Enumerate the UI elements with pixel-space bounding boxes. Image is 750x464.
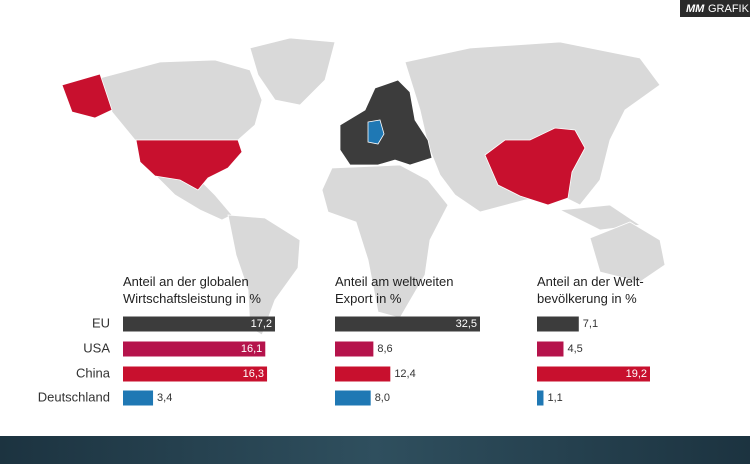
chart-title: Anteil am weltweiten Export in % bbox=[335, 274, 454, 306]
bar bbox=[335, 341, 374, 357]
value-label: 17,2 bbox=[251, 318, 272, 330]
bar bbox=[537, 341, 564, 357]
asia bbox=[404, 41, 661, 213]
germany bbox=[367, 119, 385, 145]
bar bbox=[537, 366, 650, 382]
usa bbox=[135, 139, 243, 191]
southeast-asia bbox=[558, 204, 642, 231]
category-label: USA bbox=[83, 340, 110, 355]
bar bbox=[335, 316, 480, 332]
bar bbox=[123, 341, 266, 357]
australia bbox=[589, 221, 666, 283]
alaska bbox=[61, 73, 113, 119]
logo-box bbox=[680, 0, 750, 17]
bar bbox=[123, 366, 268, 382]
bar bbox=[537, 390, 544, 406]
world-map bbox=[61, 37, 666, 336]
value-label: 7,1 bbox=[583, 318, 598, 330]
logo-brand: MM bbox=[686, 3, 705, 15]
value-label: 16,3 bbox=[243, 368, 264, 380]
value-label: 4,5 bbox=[567, 343, 582, 355]
footer-band bbox=[0, 436, 750, 464]
value-label: 16,1 bbox=[241, 343, 262, 355]
bar bbox=[537, 316, 579, 332]
bar bbox=[335, 390, 371, 406]
bar bbox=[123, 316, 275, 332]
bar bbox=[335, 366, 391, 382]
chart-title: Anteil an der globalen Wirtschaftsleistu… bbox=[123, 274, 261, 306]
greenland bbox=[249, 37, 336, 106]
category-label: EU bbox=[92, 315, 110, 330]
logo-label: GRAFIK bbox=[708, 3, 750, 15]
category-label: China bbox=[76, 365, 111, 380]
bar bbox=[123, 390, 154, 406]
china bbox=[484, 127, 586, 206]
value-label: 8,6 bbox=[377, 343, 392, 355]
value-label: 8,0 bbox=[375, 392, 390, 404]
canada bbox=[99, 59, 263, 141]
category-label: Deutschland bbox=[38, 389, 110, 404]
value-label: 32,5 bbox=[456, 318, 477, 330]
europe bbox=[339, 79, 433, 166]
chart-title: Anteil an der Welt- bevölkerung in % bbox=[537, 274, 644, 306]
value-label: 19,2 bbox=[626, 368, 647, 380]
value-label: 12,4 bbox=[394, 368, 415, 380]
value-label: 3,4 bbox=[157, 392, 172, 404]
value-label: 1,1 bbox=[547, 392, 562, 404]
